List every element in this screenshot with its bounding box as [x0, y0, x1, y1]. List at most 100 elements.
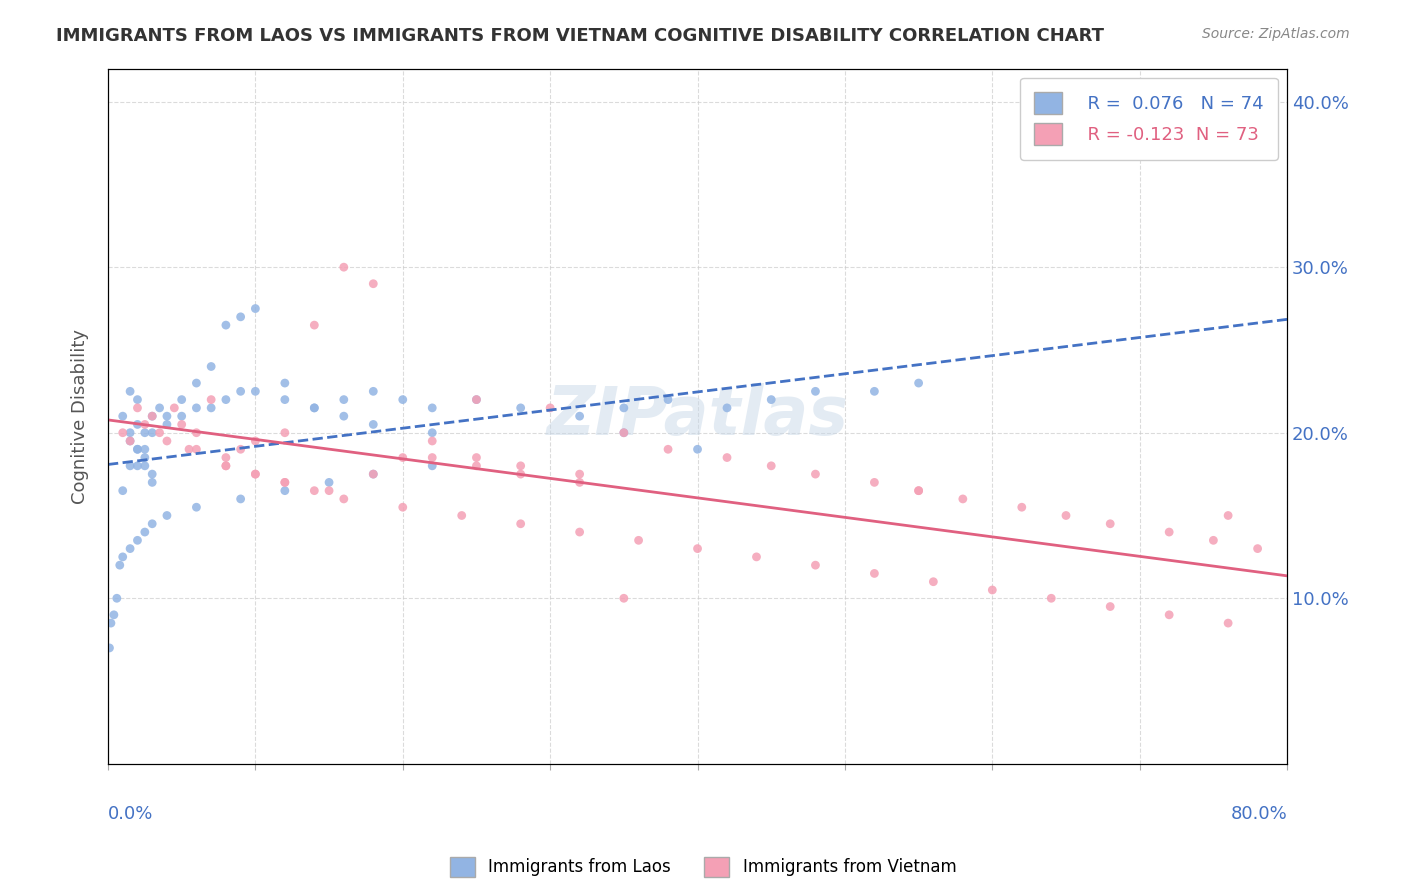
- Point: [141, 475, 163, 490]
- Point: [120, 458, 142, 473]
- Point: [361, 417, 384, 432]
- Text: IMMIGRANTS FROM LAOS VS IMMIGRANTS FROM VIETNAM COGNITIVE DISABILITY CORRELATION: IMMIGRANTS FROM LAOS VS IMMIGRANTS FROM …: [56, 27, 1104, 45]
- Point: [420, 401, 443, 415]
- Point: [1099, 516, 1122, 531]
- Point: [1099, 599, 1122, 614]
- Point: [186, 500, 208, 515]
- Point: [229, 442, 252, 457]
- Point: [141, 516, 163, 531]
- Point: [127, 442, 149, 457]
- Point: [420, 425, 443, 440]
- Point: [318, 483, 340, 498]
- Point: [568, 467, 591, 482]
- Point: [863, 475, 886, 490]
- Point: [657, 442, 679, 457]
- Point: [186, 425, 208, 440]
- Point: [509, 467, 531, 482]
- Point: [465, 458, 488, 473]
- Point: [186, 401, 208, 415]
- Point: [1216, 616, 1239, 631]
- Point: [804, 384, 827, 399]
- Point: [686, 442, 709, 457]
- Point: [333, 491, 356, 506]
- Point: [120, 434, 142, 448]
- Point: [156, 409, 179, 424]
- Point: [1246, 541, 1268, 556]
- Point: [229, 384, 252, 399]
- Point: [215, 450, 238, 465]
- Point: [361, 277, 384, 291]
- Point: [274, 392, 297, 407]
- Point: [450, 508, 472, 523]
- Point: [907, 483, 929, 498]
- Text: 0.0%: 0.0%: [108, 805, 153, 823]
- Point: [170, 392, 193, 407]
- Point: [274, 376, 297, 390]
- Point: [215, 392, 238, 407]
- Point: [465, 450, 488, 465]
- Point: [922, 574, 945, 589]
- Point: [245, 467, 267, 482]
- Y-axis label: Cognitive Disability: Cognitive Disability: [72, 328, 89, 504]
- Point: [391, 450, 413, 465]
- Point: [613, 591, 636, 606]
- Point: [907, 376, 929, 390]
- Point: [304, 318, 326, 332]
- Point: [105, 591, 128, 606]
- Point: [952, 491, 974, 506]
- Point: [148, 401, 170, 415]
- Point: [156, 508, 179, 523]
- Point: [804, 467, 827, 482]
- Point: [1216, 508, 1239, 523]
- Point: [177, 442, 200, 457]
- Point: [361, 467, 384, 482]
- Point: [245, 434, 267, 448]
- Point: [420, 450, 443, 465]
- Point: [420, 458, 443, 473]
- Point: [134, 524, 156, 539]
- Point: [215, 458, 238, 473]
- Point: [170, 417, 193, 432]
- Point: [509, 516, 531, 531]
- Point: [120, 434, 142, 448]
- Point: [761, 458, 783, 473]
- Point: [186, 442, 208, 457]
- Point: [127, 417, 149, 432]
- Point: [134, 458, 156, 473]
- Point: [215, 458, 238, 473]
- Point: [245, 301, 267, 316]
- Point: [200, 392, 222, 407]
- Point: [538, 401, 561, 415]
- Point: [391, 500, 413, 515]
- Point: [141, 425, 163, 440]
- Point: [100, 616, 122, 631]
- Point: [215, 318, 238, 332]
- Point: [134, 417, 156, 432]
- Point: [304, 401, 326, 415]
- Point: [134, 450, 156, 465]
- Point: [1159, 524, 1181, 539]
- Point: [420, 434, 443, 448]
- Point: [229, 491, 252, 506]
- Point: [509, 458, 531, 473]
- Point: [613, 401, 636, 415]
- Point: [245, 467, 267, 482]
- Point: [509, 401, 531, 415]
- Point: [111, 549, 134, 564]
- Point: [745, 549, 768, 564]
- Point: [120, 384, 142, 399]
- Point: [613, 425, 636, 440]
- Point: [127, 442, 149, 457]
- Legend: Immigrants from Laos, Immigrants from Vietnam: Immigrants from Laos, Immigrants from Vi…: [443, 850, 963, 884]
- Point: [568, 409, 591, 424]
- Point: [170, 409, 193, 424]
- Point: [804, 558, 827, 573]
- Point: [333, 409, 356, 424]
- Point: [127, 392, 149, 407]
- Point: [613, 425, 636, 440]
- Point: [127, 401, 149, 415]
- Point: [716, 401, 738, 415]
- Point: [391, 392, 413, 407]
- Point: [156, 417, 179, 432]
- Point: [200, 401, 222, 415]
